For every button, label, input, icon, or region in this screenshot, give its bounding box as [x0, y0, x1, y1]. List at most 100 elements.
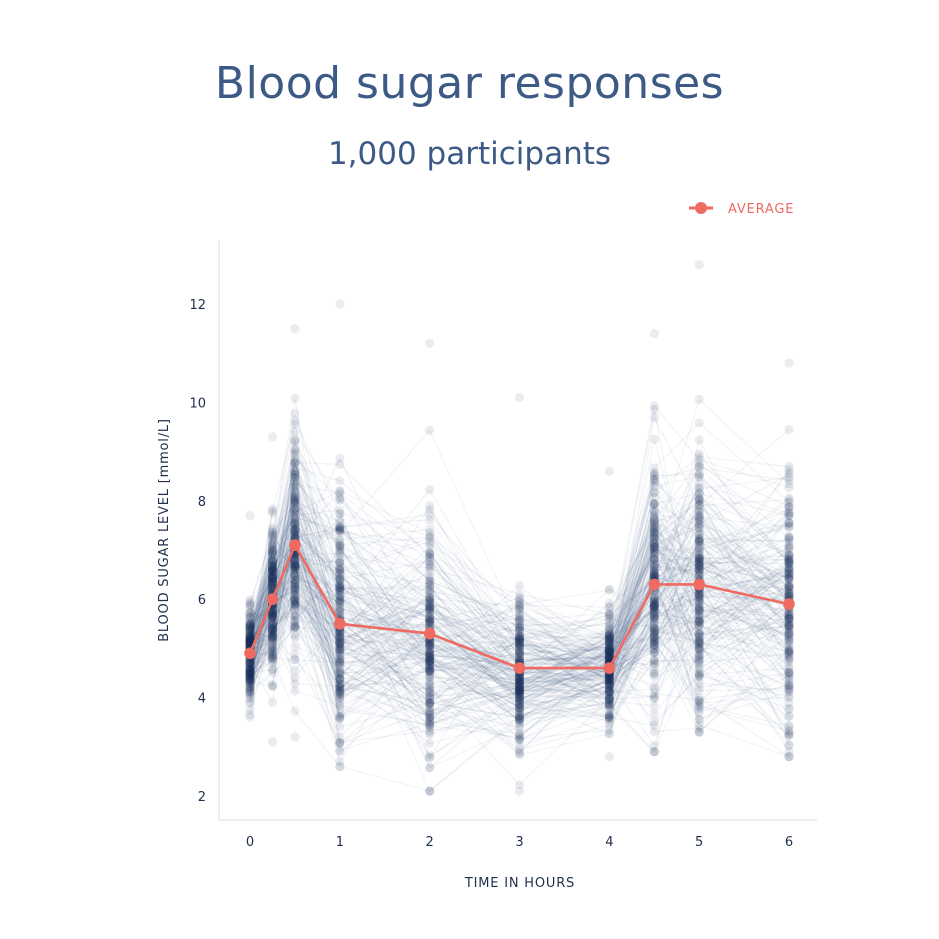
participant-point [425, 566, 435, 577]
participant-trace [249, 562, 790, 735]
participant-point [290, 524, 300, 534]
participant-point [514, 652, 525, 662]
participant-point [514, 684, 525, 694]
participant-point [514, 622, 525, 632]
participant-point [290, 487, 300, 497]
participant-point [694, 671, 704, 681]
participant-point [335, 639, 345, 649]
participant-point [694, 671, 704, 681]
participant-point [267, 506, 278, 516]
participant-trace [249, 531, 790, 671]
participant-point [514, 651, 525, 662]
participant-trace [249, 497, 790, 700]
participant-point [514, 692, 525, 702]
participant-point [290, 393, 300, 403]
participant-point [694, 589, 704, 599]
participant-trace [249, 493, 790, 696]
participant-point [335, 535, 345, 546]
participant-point [694, 560, 704, 570]
participant-point [335, 580, 345, 590]
participant-point [425, 585, 435, 595]
participant-point [694, 534, 704, 544]
participant-point [514, 619, 525, 630]
participant-point [604, 648, 614, 658]
participant-point [290, 447, 300, 458]
participant-point [649, 526, 659, 536]
participant-trace [249, 483, 790, 638]
participant-trace [249, 626, 790, 792]
participant-point [335, 549, 345, 559]
participant-point [694, 597, 704, 607]
participant-point [425, 586, 435, 596]
participant-point [514, 654, 525, 665]
participant-point [514, 635, 525, 646]
y-tick-label: 4 [198, 692, 206, 707]
participant-point [267, 564, 278, 574]
participant-point [335, 299, 345, 309]
participant-point [514, 703, 525, 713]
y-ticks: 2 4 6 8 10 12 [189, 298, 206, 805]
participant-point [245, 674, 255, 684]
participant-point [649, 401, 659, 411]
participant-point [694, 495, 704, 506]
participant-trace [249, 464, 790, 681]
participant-point [649, 691, 659, 702]
participant-trace [249, 545, 790, 741]
participant-point [425, 710, 435, 720]
participant-point [335, 488, 345, 498]
participant-point [425, 651, 435, 661]
participant-trace [249, 429, 790, 660]
participant-point [784, 467, 794, 477]
participant-point [694, 530, 704, 540]
participant-point [514, 631, 525, 641]
participant-trace [249, 522, 790, 683]
participant-point [604, 635, 614, 645]
participant-point [694, 616, 704, 627]
participant-point [290, 496, 300, 506]
participant-trace [249, 471, 790, 675]
participant-point [425, 485, 435, 495]
participant-trace [249, 550, 790, 745]
participant-point [335, 688, 345, 698]
participant-trace [249, 514, 790, 702]
participant-point [335, 673, 345, 683]
participant-point [335, 648, 345, 659]
participant-point [604, 631, 614, 642]
participant-point [267, 634, 278, 644]
participant-point [267, 697, 278, 707]
participant-point [425, 613, 435, 623]
participant-point [649, 512, 659, 522]
participant-point [694, 597, 704, 607]
participant-point [267, 652, 278, 663]
participant-point [514, 633, 525, 643]
participant-point [425, 684, 435, 694]
participant-trace [249, 532, 790, 727]
participant-trace [249, 398, 790, 646]
participant-point [267, 633, 278, 643]
participant-point [694, 504, 704, 514]
participant-trace [249, 565, 790, 721]
participant-point [694, 512, 704, 522]
participant-point [290, 458, 300, 468]
participant-point [267, 546, 278, 556]
participant-point [694, 617, 704, 627]
participant-point [784, 620, 794, 630]
participant-point [335, 683, 345, 693]
participant-point [290, 527, 300, 537]
participant-point [649, 610, 659, 620]
participant-trace [249, 503, 790, 734]
participant-point [267, 668, 278, 678]
participant-point [425, 556, 435, 567]
participant-point [694, 510, 704, 520]
participant-point [604, 687, 614, 697]
participant-point [267, 618, 278, 628]
participant-point [604, 629, 614, 639]
participant-trace [249, 565, 790, 723]
participant-point [514, 615, 525, 626]
participant-point [335, 514, 345, 524]
participant-point [784, 692, 794, 702]
participant-trace [249, 521, 790, 661]
participant-point [694, 698, 704, 708]
participant-point [245, 609, 255, 619]
participant-point [649, 655, 659, 665]
